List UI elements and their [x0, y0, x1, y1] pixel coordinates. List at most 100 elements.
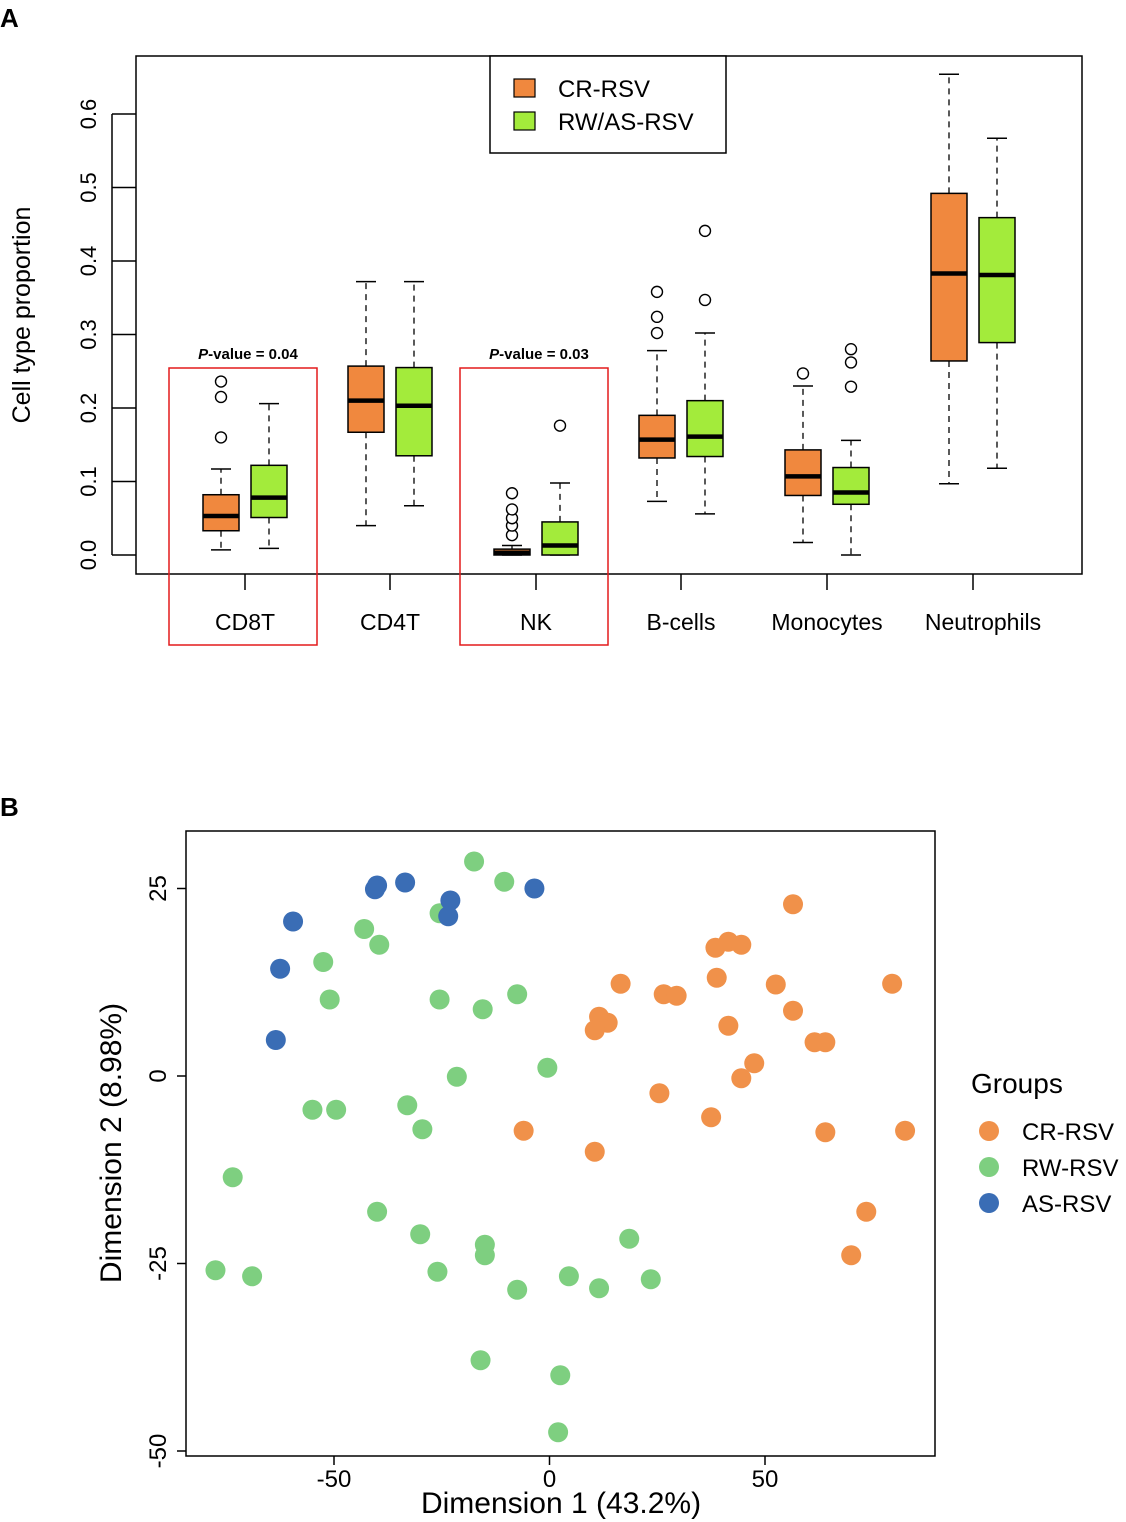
- outlier-point: [214, 390, 228, 404]
- outlier-point: [844, 343, 858, 356]
- highlight-box-cd8t: [168, 367, 318, 646]
- panel-a-boxes: [202, 73, 1016, 556]
- point-cr-rsv: [666, 985, 687, 1006]
- panel-a-legend: CR-RSV RW/AS-RSV: [489, 55, 727, 154]
- legend-swatch-rw-as-rsv: [513, 111, 536, 131]
- panel-b-x-axis-title: Dimension 1 (43.2%): [421, 1487, 701, 1520]
- panel-b-x-axis: -50 0 50: [317, 1456, 778, 1493]
- panel-b-plot-frame: [185, 830, 936, 1457]
- legend-marker-rw-rsv: [979, 1157, 999, 1177]
- x-tick-label-0: 0: [543, 1466, 556, 1493]
- category-label-nk: NK: [520, 609, 553, 635]
- y-tick-label-0-6: 0.6: [76, 99, 101, 130]
- box-cr-rsv-monocytes: [784, 367, 822, 544]
- point-cr-rsv: [701, 1107, 722, 1128]
- point-cr-rsv: [649, 1083, 670, 1104]
- point-cr-rsv: [815, 1122, 836, 1143]
- point-rw-rsv: [472, 999, 493, 1020]
- box-body: [930, 192, 968, 362]
- point-rw-rsv: [537, 1057, 558, 1078]
- box-body: [395, 366, 433, 457]
- y-tick-label-25: 25: [145, 875, 172, 902]
- outlier-point: [553, 419, 567, 432]
- point-as-rsv: [265, 1030, 286, 1050]
- point-as-rsv: [524, 878, 545, 899]
- box-body: [978, 216, 1016, 344]
- panel-a-annotations: P-value = 0.04 P-value = 0.03: [168, 346, 609, 646]
- point-as-rsv: [395, 872, 416, 893]
- category-label-cd8t: CD8T: [215, 609, 275, 635]
- panel-a-boxplot: 0.0 0.1 0.2 0.3 0.4 0.5 0.6 Cell type proporti…: [8, 55, 1083, 646]
- panel-a-letter: A: [0, 3, 19, 33]
- point-rw-rsv: [313, 952, 334, 972]
- box-body: [541, 521, 579, 556]
- point-cr-rsv: [513, 1120, 534, 1141]
- point-rw-rsv: [507, 984, 528, 1005]
- y-tick-label-25: -25: [145, 1246, 172, 1281]
- y-tick-label-0-1: 0.1: [76, 466, 101, 497]
- box-cr-rsv-cd8t: [202, 375, 240, 551]
- box-rw-as-rsv-cd8t: [250, 402, 288, 550]
- point-cr-rsv: [731, 1068, 752, 1089]
- box-body: [202, 493, 240, 532]
- point-cr-rsv: [815, 1032, 836, 1053]
- panel-b-y-axis-title: Dimension 2 (8.98%): [95, 1003, 128, 1283]
- point-rw-rsv: [367, 1201, 388, 1222]
- category-label-monocytes: Monocytes: [771, 609, 882, 635]
- point-cr-rsv: [706, 967, 727, 988]
- panel-a-legend-frame: [489, 55, 727, 154]
- outlier-point: [505, 503, 519, 516]
- point-cr-rsv: [718, 1015, 739, 1036]
- point-rw-rsv: [470, 1350, 491, 1371]
- pvalue-annotation-nk: P-value = 0.03: [459, 346, 609, 646]
- outlier-point: [844, 380, 858, 393]
- pvalue-annotation-cd8t: P-value = 0.04: [168, 346, 318, 646]
- panel-b-y-axis: -50 -25 0 25: [145, 875, 186, 1468]
- box-cr-rsv-cd4t: [347, 280, 385, 527]
- point-cr-rsv: [841, 1245, 862, 1266]
- legend-label-rw-rsv: RW-RSV: [1022, 1155, 1118, 1182]
- panel-b-points: [205, 851, 916, 1443]
- point-cr-rsv: [584, 1020, 605, 1041]
- point-rw-rsv: [397, 1095, 418, 1116]
- legend-marker-cr-rsv: [979, 1121, 999, 1141]
- outlier-point: [844, 356, 858, 369]
- box-rw-as-rsv-cd4t: [395, 280, 433, 507]
- box-body: [784, 449, 822, 497]
- legend-label-as-rsv: AS-RSV: [1022, 1191, 1111, 1218]
- legend-label-cr-rsv: CR-RSV: [558, 76, 650, 103]
- point-rw-rsv: [427, 1261, 448, 1282]
- point-cr-rsv: [744, 1053, 765, 1074]
- point-rw-rsv: [446, 1066, 467, 1087]
- y-tick-label-50: -50: [145, 1434, 172, 1469]
- pvalue-label-nk: P-value = 0.03: [489, 346, 589, 363]
- pvalue-label-cd8t: P-value = 0.04: [198, 346, 298, 363]
- point-cr-rsv: [895, 1120, 916, 1141]
- point-rw-rsv: [619, 1228, 640, 1249]
- box-cr-rsv-nk: [493, 487, 531, 556]
- box-body: [250, 464, 288, 519]
- category-label-neutrophils: Neutrophils: [925, 609, 1041, 635]
- series-cr-rsv: [513, 894, 916, 1266]
- point-rw-rsv: [319, 989, 340, 1010]
- point-rw-rsv: [429, 989, 450, 1010]
- x-tick-label-50: -50: [317, 1466, 352, 1493]
- point-rw-rsv: [302, 1099, 323, 1120]
- box-cr-rsv-b-cells: [638, 285, 676, 503]
- box-rw-as-rsv-neutrophils: [978, 137, 1016, 470]
- y-tick-label-0-5: 0.5: [76, 172, 101, 203]
- series-rw-rsv: [205, 851, 661, 1443]
- point-as-rsv: [440, 890, 461, 911]
- outlier-point: [698, 224, 712, 238]
- panel-a-y-axis: 0.0 0.1 0.2 0.3 0.4 0.5 0.6: [76, 99, 136, 570]
- outlier-point: [650, 310, 664, 324]
- panel-b-letter: B: [0, 792, 19, 822]
- point-as-rsv: [438, 906, 459, 927]
- point-rw-rsv: [369, 934, 390, 955]
- box-rw-as-rsv-b-cells: [686, 224, 724, 515]
- point-cr-rsv: [731, 934, 752, 955]
- box-body: [638, 414, 676, 459]
- box-body: [832, 466, 870, 506]
- outlier-point: [214, 431, 228, 444]
